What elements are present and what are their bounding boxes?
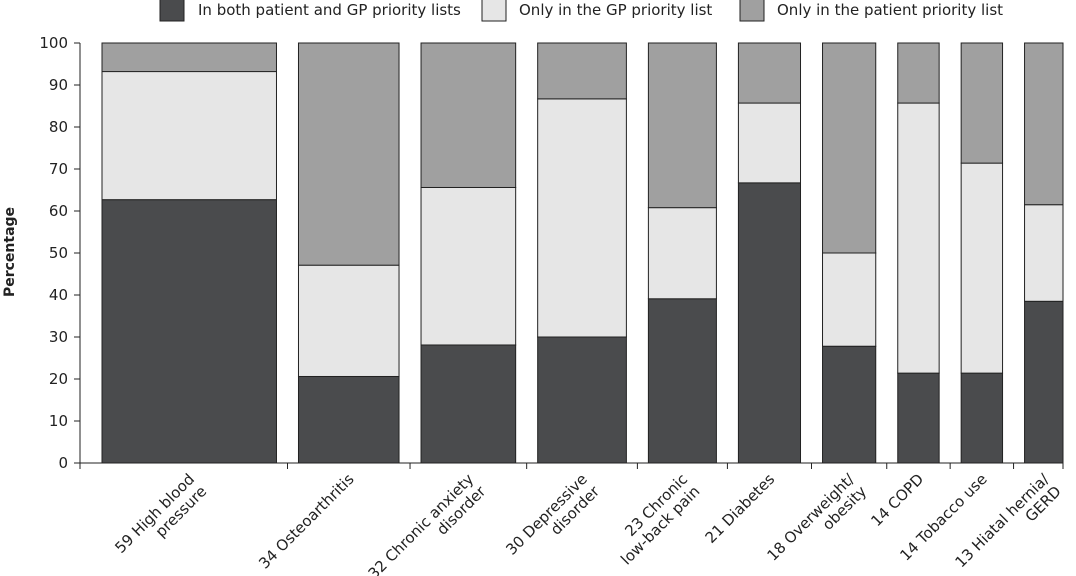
bar-segment-1-8 [897,372,940,464]
legend-swatch-both [159,0,185,22]
bar-segment-3-10 [1024,42,1064,206]
bar-segment-1-10 [1024,300,1064,464]
category-label-2: 34 Osteoarthritis [255,470,357,572]
bar-segment-2-2 [297,264,400,377]
legend-label-both: In both patient and GP priority lists [198,1,461,19]
y-tick-label-20: 20 [49,370,68,388]
bar-segment-2-6 [737,102,802,184]
legend-label-gp-only: Only in the GP priority list [519,1,712,19]
legend: In both patient and GP priority lists On… [159,0,1003,22]
category-label-6: 21 Diabetes [702,470,779,547]
y-tick-label-40: 40 [49,286,68,304]
bar-segment-3-9 [960,42,1004,164]
bar-segment-3-8 [897,42,940,104]
category-label-1: 59 High bloodpressure [111,470,210,569]
y-tick-label-70: 70 [49,160,68,178]
category-label-5: 23 Chroniclow-back pain [605,470,703,568]
bar-segment-2-3 [420,186,517,346]
bar-segment-3-4 [537,42,627,100]
bar-segment-3-3 [420,42,517,188]
bar-segment-3-5 [647,42,717,209]
category-label-4: 30 Depressivedisorder [502,470,603,571]
bar-segment-1-7 [822,345,877,464]
bar-segment-1-2 [297,375,400,464]
bar-segment-1-5 [647,298,717,464]
bar-segment-2-4 [537,98,627,338]
bar-segment-1-9 [960,372,1004,464]
y-tick-label-100: 100 [39,34,68,52]
y-tick-label-60: 60 [49,202,68,220]
category-label-3: 32 Chronic anxietydisorder [365,470,490,576]
y-tick-label-0: 0 [58,454,68,472]
legend-swatch-patient-only [739,0,765,22]
bar-segment-1-3 [420,344,517,464]
bar-segment-2-5 [647,207,717,300]
bar-segment-2-10 [1024,204,1064,302]
y-tick-label-80: 80 [49,118,68,136]
bar-segment-3-1 [101,42,277,73]
y-tick-label-30: 30 [49,328,68,346]
y-tick-label-50: 50 [49,244,68,262]
bar-segment-2-7 [822,252,877,347]
bar-segment-2-1 [101,71,277,201]
bar-segment-3-2 [297,42,400,266]
bar-segment-3-7 [822,42,877,254]
category-label-8: 14 COPD [867,470,927,530]
legend-label-patient-only: Only in the patient priority list [777,1,1003,19]
y-axis-label: Percentage [2,207,18,297]
bar-segment-1-6 [737,182,802,464]
bar-segment-1-4 [537,336,627,464]
bar-segment-2-9 [960,162,1004,374]
y-tick-label-90: 90 [49,76,68,94]
legend-swatch-gp-only [481,0,507,22]
bar-segment-1-1 [101,199,277,464]
y-tick-label-10: 10 [49,412,68,430]
bar-segment-3-6 [737,42,802,104]
category-label-7: 18 Overweight/obesity [764,469,871,576]
plot-area: 59 High bloodpressure 34 Osteoarthritis 32… [39,34,1064,576]
bar-segment-2-8 [897,102,940,374]
